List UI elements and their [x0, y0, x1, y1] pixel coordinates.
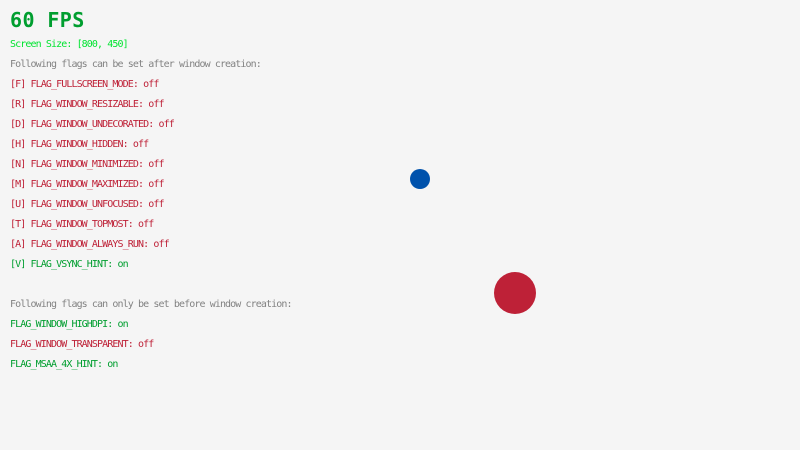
flag-window-undecorated-row: [D] FLAG_WINDOW_UNDECORATED: off	[10, 119, 175, 130]
fps-counter: 60 FPS	[10, 8, 85, 32]
section-heading-after-creation: Following flags can be set after window …	[10, 59, 262, 70]
flag-window-topmost-row: [T] FLAG_WINDOW_TOPMOST: off	[10, 219, 154, 230]
small-blue-ball	[410, 169, 430, 189]
flag-window-unfocused-row: [U] FLAG_WINDOW_UNFOCUSED: off	[10, 199, 165, 210]
flag-window-resizable-row: [R] FLAG_WINDOW_RESIZABLE: off	[10, 99, 165, 110]
flag-msaa-4x-hint-row: FLAG_MSAA_4X_HINT: on	[10, 359, 118, 370]
screen-size-label: Screen Size: [800, 450]	[10, 39, 129, 50]
flag-window-minimized-row: [N] FLAG_WINDOW_MINIMIZED: off	[10, 159, 165, 170]
section-heading-before-creation: Following flags can only be set before w…	[10, 299, 293, 310]
flag-window-always-run-row: [A] FLAG_WINDOW_ALWAYS_RUN: off	[10, 239, 170, 250]
flag-window-transparent-row: FLAG_WINDOW_TRANSPARENT: off	[10, 339, 154, 350]
large-maroon-ball	[494, 272, 536, 314]
flag-window-hidden-row: [H] FLAG_WINDOW_HIDDEN: off	[10, 139, 149, 150]
flag-window-maximized-row: [M] FLAG_WINDOW_MAXIMIZED: off	[10, 179, 165, 190]
flag-vsync-hint-row: [V] FLAG_VSYNC_HINT: on	[10, 259, 129, 270]
flag-fullscreen-mode-row: [F] FLAG_FULLSCREEN_MODE: off	[10, 79, 159, 90]
flag-window-highdpi-row: FLAG_WINDOW_HIGHDPI: on	[10, 319, 129, 330]
